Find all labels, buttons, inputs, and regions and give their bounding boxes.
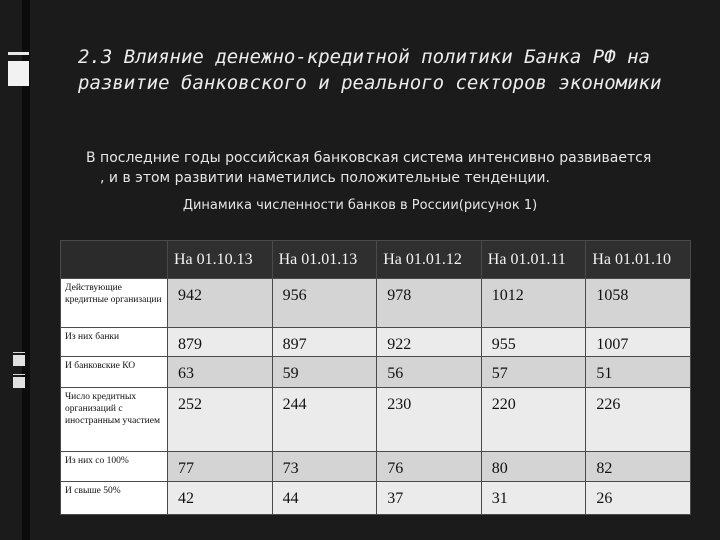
slide-side-bar xyxy=(22,0,30,540)
theme-bullet-icon xyxy=(13,352,25,366)
table-cell: 1007 xyxy=(585,327,691,357)
table-row: Число кредитных организаций с иностранны… xyxy=(60,387,691,452)
theme-bullet-icon xyxy=(13,374,25,388)
table-cell: 897 xyxy=(271,327,378,357)
table-cell: 879 xyxy=(167,327,273,357)
header-cell-empty xyxy=(60,240,168,279)
table-cell: 37 xyxy=(376,481,482,515)
table-cell: 73 xyxy=(271,451,378,482)
header-cell: На 01.01.13 xyxy=(271,240,378,279)
header-cell: На 01.01.10 xyxy=(585,240,691,279)
theme-decoration-icon xyxy=(8,52,29,86)
table-row: Из них со 100% 77 73 76 80 82 xyxy=(60,451,691,482)
header-cell: На 01.10.13 xyxy=(167,240,273,279)
table-caption: Динамика численности банков в России(рис… xyxy=(182,198,538,213)
table-cell: 77 xyxy=(167,451,273,482)
header-cell: На 01.01.11 xyxy=(480,240,587,279)
table-row: И банковские КО 63 59 56 57 51 xyxy=(60,356,691,388)
table-cell: 252 xyxy=(167,387,273,452)
table-cell: 226 xyxy=(585,387,691,452)
table-cell: 57 xyxy=(480,356,587,388)
table-cell: 978 xyxy=(376,278,482,328)
intro-line: В последние годы российская банковская с… xyxy=(86,150,652,166)
bank-count-table: На 01.10.13 На 01.01.13 На 01.01.12 На 0… xyxy=(60,240,691,515)
table-cell: 56 xyxy=(376,356,482,388)
table-cell: 1012 xyxy=(480,278,587,328)
row-label: Из них со 100% xyxy=(60,451,168,482)
row-label: Из них банки xyxy=(60,327,168,357)
row-label: Число кредитных организаций с иностранны… xyxy=(60,387,168,452)
table-cell: 76 xyxy=(376,451,482,482)
table-cell: 63 xyxy=(167,356,273,388)
table-cell: 26 xyxy=(585,481,691,515)
table-header-row: На 01.10.13 На 01.01.13 На 01.01.12 На 0… xyxy=(60,240,691,279)
row-label: И свыше 50% xyxy=(60,481,168,515)
table-row: Из них банки 879 897 922 955 1007 xyxy=(60,327,691,357)
row-label: И банковские КО xyxy=(60,356,168,388)
row-label: Действующие кредитные организации xyxy=(60,278,168,328)
table-cell: 922 xyxy=(376,327,482,357)
table-cell: 42 xyxy=(167,481,273,515)
table-cell: 942 xyxy=(167,278,273,328)
table-cell: 244 xyxy=(271,387,378,452)
table-cell: 80 xyxy=(480,451,587,482)
table-row: И свыше 50% 42 44 37 31 26 xyxy=(60,481,691,515)
table-cell: 1058 xyxy=(585,278,691,328)
table-cell: 230 xyxy=(376,387,482,452)
table-cell: 220 xyxy=(480,387,587,452)
intro-line: , и в этом развитии наметились положител… xyxy=(100,170,550,186)
slide-title: 2.3 Влияние денежно-кредитной политики Б… xyxy=(78,46,662,94)
table-row: Действующие кредитные организации 942 95… xyxy=(60,278,691,328)
table-cell: 51 xyxy=(585,356,691,388)
table-cell: 31 xyxy=(480,481,587,515)
header-cell: На 01.01.12 xyxy=(376,240,482,279)
table-cell: 82 xyxy=(585,451,691,482)
table-cell: 956 xyxy=(271,278,378,328)
table-cell: 955 xyxy=(480,327,587,357)
table-cell: 59 xyxy=(271,356,378,388)
intro-paragraph: В последние годы российская банковская с… xyxy=(86,148,686,188)
table-cell: 44 xyxy=(271,481,378,515)
